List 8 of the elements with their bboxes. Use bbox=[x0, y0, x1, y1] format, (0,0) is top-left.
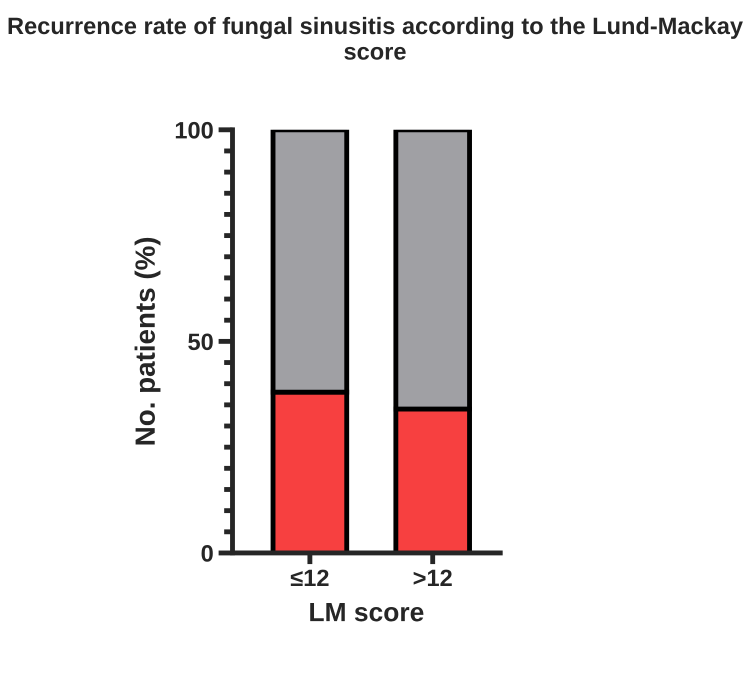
x-axis-title: LM score bbox=[310, 603, 424, 622]
y-tick-label: 0 bbox=[202, 545, 213, 562]
y-tick-label: 50 bbox=[188, 333, 213, 350]
y-axis-title: No. patients (%) bbox=[134, 238, 160, 444]
x-tick-label: >12 bbox=[414, 570, 452, 586]
y-tick-label: 100 bbox=[176, 122, 213, 139]
x-tick-label: ≤12 bbox=[290, 570, 329, 586]
chart-title: Recurrence rate of fungal sinusitis according to the Lund-Mackay score bbox=[8, 16, 743, 60]
